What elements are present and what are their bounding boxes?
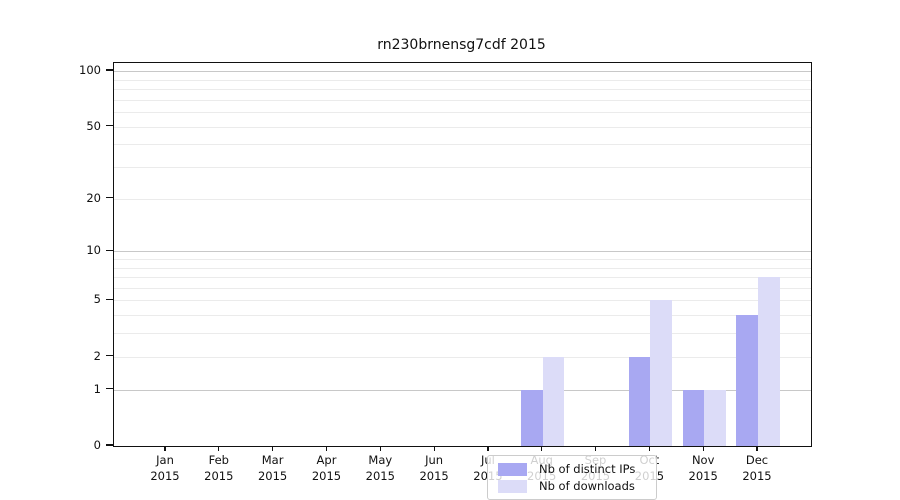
x-axis-tick — [487, 446, 489, 451]
x-tick-year: 2015 — [688, 469, 718, 483]
x-tick-month: Nov — [691, 453, 715, 467]
bar-distinct-ips — [628, 356, 651, 446]
x-tick-month: Dec — [745, 453, 769, 467]
gridline-minor — [114, 287, 811, 289]
y-tick-label: 5 — [93, 292, 101, 307]
x-axis-tick — [325, 446, 328, 451]
x-axis-tick — [218, 446, 220, 451]
x-tick-label: Jun 2015 — [419, 452, 448, 484]
gridline-minor — [114, 79, 811, 81]
x-tick-year: 2015 — [311, 469, 342, 483]
y-axis-tick — [106, 124, 113, 127]
y-tick-label: 100 — [79, 63, 101, 77]
bar-downloads — [650, 300, 672, 446]
y-tick-label: 50 — [86, 118, 101, 133]
gridline-minor — [114, 315, 811, 317]
x-axis-tick — [379, 446, 381, 451]
gridline-minor — [114, 277, 811, 278]
gridline-minor — [114, 112, 811, 113]
x-tick-label: Mar 2015 — [258, 452, 287, 484]
x-tick-month: Apr — [316, 453, 337, 467]
gridline-minor — [114, 300, 811, 302]
y-tick-label: 20 — [86, 190, 101, 205]
x-tick-year: 2015 — [742, 469, 772, 483]
gridline-minor — [114, 333, 811, 335]
x-tick-month: May — [368, 453, 393, 467]
x-tick-year: 2015 — [257, 469, 288, 483]
gridline-minor — [114, 267, 811, 269]
x-tick-label: Jan 2015 — [150, 452, 179, 484]
legend-swatch-distinct-ips — [498, 462, 527, 476]
gridline-minor — [114, 144, 811, 146]
legend-item: Nb of distinct IPs — [498, 462, 656, 476]
gridline-minor — [114, 198, 811, 200]
y-tick-label: 0 — [93, 438, 101, 452]
gridline-minor — [114, 167, 811, 168]
x-tick-month: Jan — [156, 453, 174, 467]
y-axis-tick — [106, 69, 113, 71]
plot-area: Nb of distinct IPs Nb of downloads — [113, 62, 812, 500]
legend: Nb of distinct IPs Nb of downloads — [487, 455, 657, 500]
gridline-major — [114, 251, 811, 253]
chart-title: rn230brnensg7cdf 2015 — [377, 37, 546, 53]
legend-label: Nb of downloads — [539, 479, 635, 493]
gridline-major — [114, 389, 811, 391]
x-axis-tick — [541, 446, 543, 451]
y-axis-tick — [106, 388, 113, 390]
bar-distinct-ips — [521, 389, 543, 446]
bar-downloads — [704, 389, 726, 446]
x-tick-year: 2015 — [419, 469, 449, 483]
x-tick-year: 2015 — [204, 469, 234, 483]
legend-label: Nb of distinct IPs — [539, 462, 636, 476]
x-tick-year: 2015 — [365, 469, 395, 483]
gridline-minor — [114, 258, 811, 260]
x-tick-label: Nov 2015 — [689, 452, 718, 484]
x-tick-year: 2015 — [150, 469, 180, 483]
x-tick-month: Mar — [261, 453, 284, 467]
y-tick-label: 1 — [93, 381, 101, 396]
gridline-minor — [114, 126, 811, 128]
bar-distinct-ips — [736, 315, 758, 446]
x-axis-tick — [433, 446, 435, 451]
y-axis-tick — [106, 444, 113, 446]
x-axis-tick — [702, 446, 704, 451]
x-axis-tick — [164, 446, 166, 451]
x-axis-tick — [756, 446, 758, 451]
bar-downloads — [542, 356, 565, 446]
gridline-minor — [114, 99, 811, 101]
y-axis-tick — [106, 298, 113, 301]
y-tick-label: 10 — [86, 243, 101, 258]
x-tick-label: Apr 2015 — [312, 452, 341, 484]
y-tick-label: 2 — [93, 348, 101, 363]
legend-swatch-downloads — [498, 479, 527, 493]
x-tick-label: Feb 2015 — [204, 452, 233, 484]
bar-downloads — [758, 277, 780, 446]
x-tick-month: Feb — [208, 453, 229, 467]
y-axis-tick — [106, 355, 113, 357]
x-tick-label: Dec 2015 — [742, 452, 771, 484]
x-tick-month: Jun — [425, 453, 444, 467]
x-tick-label: May 2015 — [366, 452, 395, 484]
gridline-major — [114, 71, 811, 72]
x-axis-tick — [272, 446, 274, 451]
gridline-minor — [114, 356, 811, 358]
legend-item: Nb of downloads — [498, 479, 656, 493]
x-axis-tick — [648, 446, 651, 451]
bar-distinct-ips — [682, 389, 705, 446]
x-axis-tick — [594, 446, 597, 451]
y-axis-tick — [106, 197, 113, 199]
y-axis-tick — [106, 249, 113, 251]
gridline-minor — [114, 89, 811, 90]
